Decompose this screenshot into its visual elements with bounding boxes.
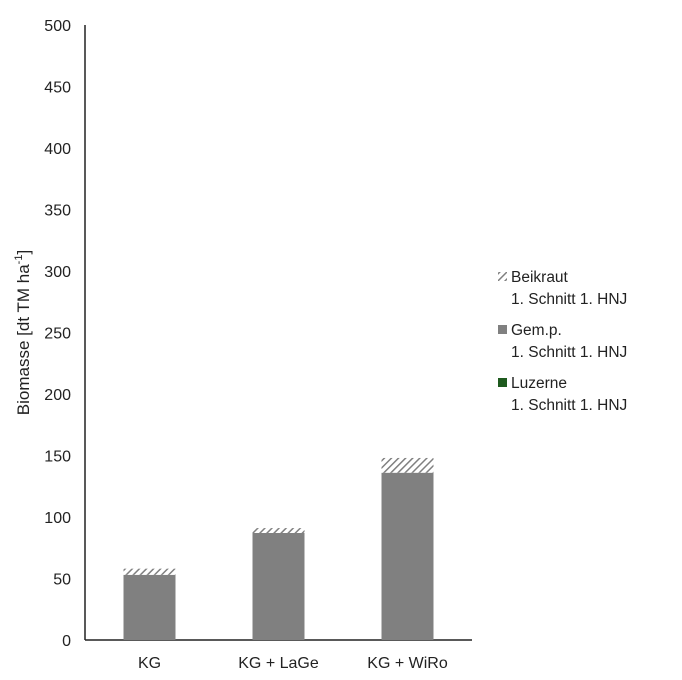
y-tick-label: 250 [44, 326, 71, 343]
bars [123, 457, 434, 640]
y-tick-label: 100 [44, 510, 71, 527]
y-tick-labels: 0 50 100 150 200 250 300 350 400 450 500 [44, 18, 71, 650]
legend: Beikraut 1. Schnitt 1. HNJ Gem.p. 1. Schnit… [498, 269, 627, 414]
y-tick-label: 200 [44, 387, 71, 404]
y-axis-label-main: Biomasse [dt TM ha [14, 264, 33, 415]
legend-label: Luzerne [511, 375, 567, 392]
x-tick-labels: KG KG + LaGe KG + WiRo [138, 655, 448, 672]
y-tick-label: 300 [44, 264, 71, 281]
bar-gem-p--1 [252, 532, 305, 640]
bar-gem-p--0 [123, 574, 176, 640]
legend-label: Gem.p. [511, 322, 562, 339]
y-tick-label: 350 [44, 203, 71, 220]
y-axis-label-sup: -1 [13, 255, 25, 265]
y-tick-label: 150 [44, 449, 71, 466]
legend-label-line2: 1. Schnitt 1. HNJ [511, 291, 627, 308]
x-tick-label: KG + LaGe [238, 655, 319, 672]
y-axis-label: Biomasse [dt TM ha-1] [13, 250, 33, 415]
y-tick-label: 400 [44, 141, 71, 158]
legend-label-line2: 1. Schnitt 1. HNJ [511, 397, 627, 414]
legend-label-line2: 1. Schnitt 1. HNJ [511, 344, 627, 361]
bar-gem-p--2 [381, 472, 434, 640]
legend-swatch [498, 272, 507, 281]
x-tick-label: KG + WiRo [367, 655, 448, 672]
legend-label: Beikraut [511, 269, 569, 286]
legend-swatch [498, 325, 507, 334]
y-axis-label-close: ] [14, 250, 33, 255]
legend-swatch [498, 378, 507, 387]
y-tick-label: 0 [62, 633, 71, 650]
y-tick-label: 450 [44, 80, 71, 97]
x-tick-label: KG [138, 655, 161, 672]
y-tick-label: 500 [44, 18, 71, 35]
bar-beikraut-2 [381, 457, 434, 473]
bar-beikraut-1 [252, 528, 305, 533]
bar-beikraut-0 [123, 568, 176, 575]
y-tick-label: 50 [53, 572, 71, 589]
